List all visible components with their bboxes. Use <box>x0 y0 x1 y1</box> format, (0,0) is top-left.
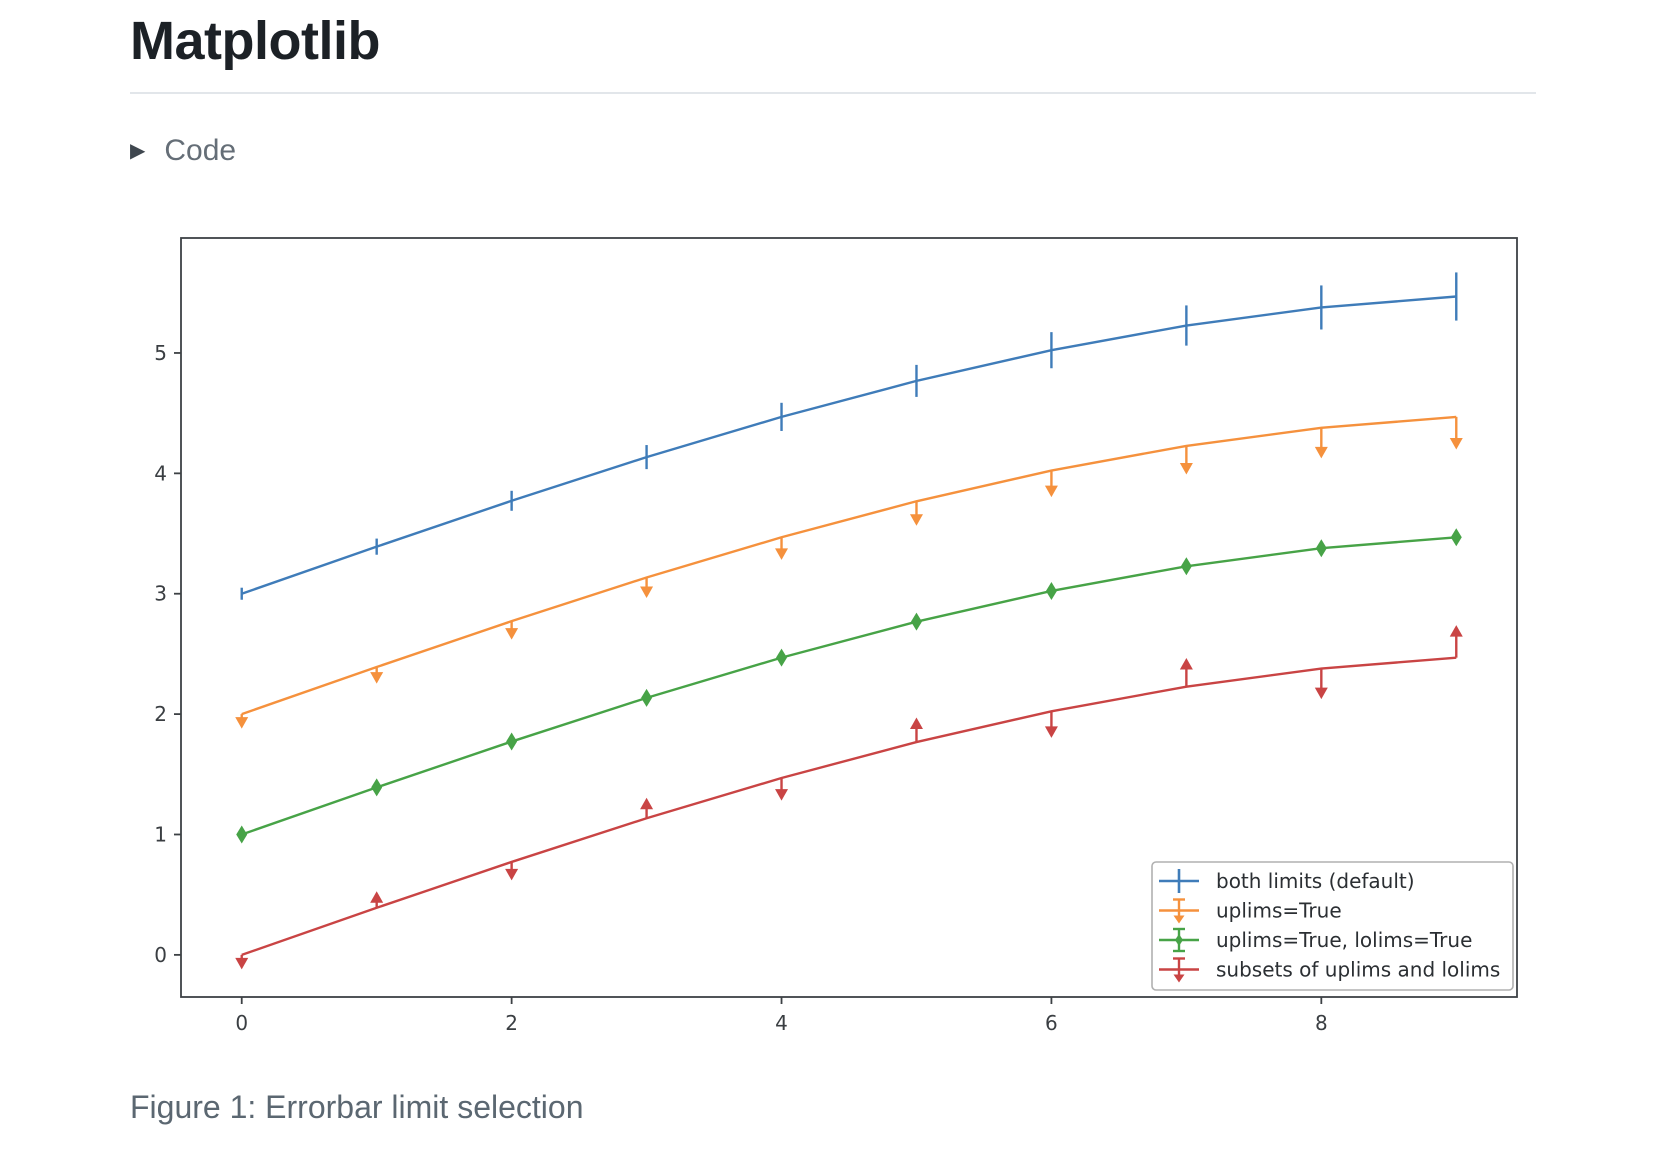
up-arrowhead <box>640 797 654 810</box>
diamond-marker <box>371 778 383 797</box>
legend-entry: uplims=True <box>1159 898 1342 924</box>
down-arrowhead <box>1314 446 1328 459</box>
up-arrowhead <box>909 717 923 730</box>
x-tick-label: 2 <box>505 1011 518 1035</box>
up-arrowhead <box>1449 625 1463 637</box>
x-tick-label: 4 <box>775 1011 788 1035</box>
legend-label: uplims=True <box>1216 899 1342 923</box>
series-line <box>241 536 1457 836</box>
series-alternating <box>235 625 1463 970</box>
legend-box <box>1151 861 1514 991</box>
diamond-marker <box>641 688 653 707</box>
legend-entry: uplims=True, lolims=True <box>1159 927 1472 953</box>
down-arrowhead <box>1449 437 1463 450</box>
diamond-marker <box>1180 557 1192 576</box>
legend-entry: both limits (default) <box>1159 869 1415 893</box>
legend-label: uplims=True, lolims=True <box>1216 928 1472 952</box>
legend-label: subsets of uplims and lolims <box>1216 958 1500 982</box>
down-arrowhead <box>640 586 654 599</box>
down-arrowhead <box>1179 463 1193 475</box>
series-line <box>241 415 1457 716</box>
down-arrowhead <box>909 514 923 526</box>
down-arrowhead <box>775 548 789 560</box>
diamond-marker <box>910 612 922 631</box>
title-divider <box>130 92 1536 94</box>
code-toggle-label: Code <box>164 134 237 167</box>
series-uplims <box>235 415 1463 729</box>
legend: both limits (default) uplims=True uplims=T… <box>1151 861 1514 991</box>
series-uplims_lolims <box>236 528 1462 844</box>
plot-border <box>180 237 1518 998</box>
up-arrowhead <box>1179 658 1193 670</box>
down-arrowhead <box>235 717 249 729</box>
down-arrowhead <box>1314 687 1328 700</box>
y-tick-label: 1 <box>154 822 167 846</box>
diamond-marker <box>1045 581 1057 600</box>
page-title: Matplotlib <box>130 11 380 71</box>
series-both <box>240 272 1458 600</box>
axis-ticks: 0 2 4 6 8 0 1 2 3 4 5 <box>154 341 1327 1035</box>
legend-label: both limits (default) <box>1216 869 1415 893</box>
triangle-right-icon: ▶ <box>130 140 146 162</box>
y-tick-label: 3 <box>154 582 167 606</box>
code-section-toggle[interactable]: ▶ Code <box>130 136 236 166</box>
down-arrowhead <box>1044 485 1058 498</box>
diamond-marker <box>776 648 788 667</box>
x-tick-label: 6 <box>1045 1011 1058 1035</box>
down-arrowhead <box>505 868 519 881</box>
series-line <box>241 656 1457 956</box>
y-tick-label: 4 <box>154 461 167 485</box>
down-arrowhead <box>1044 726 1058 738</box>
diamond-marker <box>1450 528 1462 547</box>
up-arrowhead <box>370 891 384 903</box>
y-tick-label: 5 <box>154 341 167 365</box>
legend-entry: subsets of uplims and lolims <box>1159 957 1500 983</box>
down-arrowhead <box>370 672 384 684</box>
down-arrowhead <box>505 628 519 640</box>
down-arrowhead <box>775 789 789 801</box>
x-tick-label: 0 <box>235 1011 248 1035</box>
down-arrowhead <box>235 957 249 970</box>
y-tick-label: 2 <box>154 702 167 726</box>
diamond-marker <box>506 732 518 751</box>
series-line <box>241 295 1457 595</box>
x-tick-label: 8 <box>1315 1011 1328 1035</box>
y-tick-label: 0 <box>154 943 167 967</box>
diamond-marker <box>1315 539 1327 558</box>
diamond-marker <box>236 825 248 844</box>
figure-caption: Figure 1: Errorbar limit selection <box>130 1089 584 1125</box>
